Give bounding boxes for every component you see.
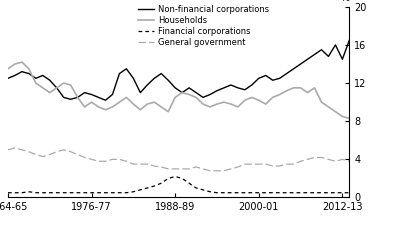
Legend: Non-financial corporations, Households, Financial corporations, General governme: Non-financial corporations, Households, … (138, 5, 269, 47)
Text: %: % (340, 0, 349, 3)
